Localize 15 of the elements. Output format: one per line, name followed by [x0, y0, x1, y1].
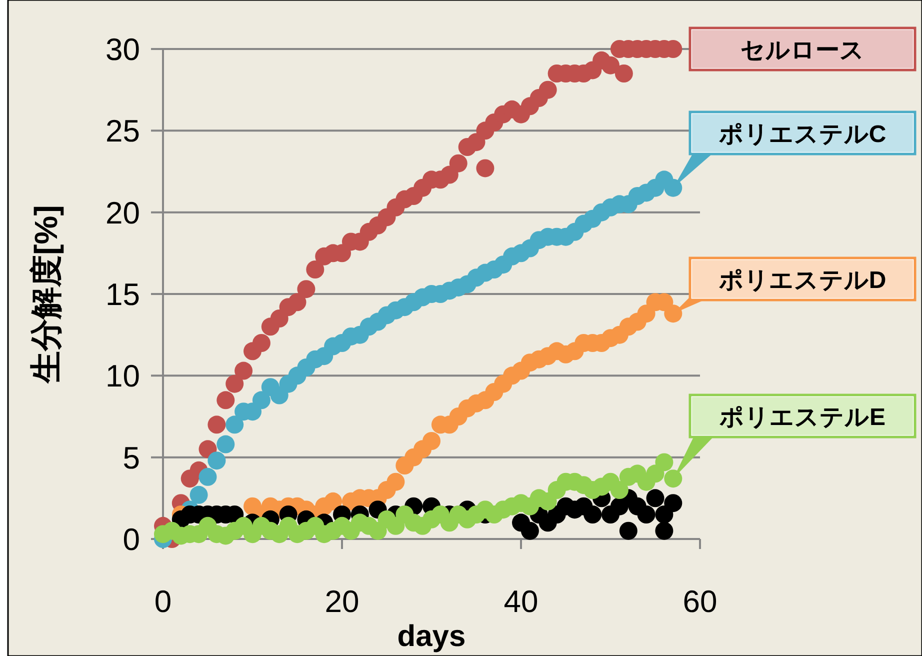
series-label: ポリエステルD [718, 267, 886, 294]
x-tick-label: 60 [682, 584, 718, 619]
y-tick-label: 15 [106, 277, 140, 312]
y-tick-label: 10 [106, 358, 140, 394]
y-tick-label: 20 [106, 195, 140, 230]
y-tick-label: 0 [122, 522, 140, 557]
x-axis-title: days [397, 620, 466, 653]
y-axis-title: 生分解度[%] [28, 205, 64, 384]
legend-label: セルロース [740, 37, 864, 64]
y-tick-label: 25 [106, 114, 140, 149]
y-tick-label: 5 [122, 440, 140, 476]
x-tick-label: 0 [154, 584, 172, 619]
x-tick-label: 40 [504, 584, 538, 619]
y-tick-label: 30 [106, 32, 140, 67]
x-tick-label: 20 [324, 584, 360, 619]
